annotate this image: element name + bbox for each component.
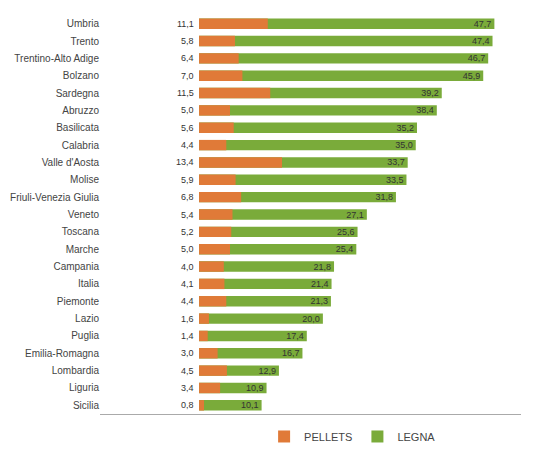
- svg-text:10,1: 10,1: [241, 400, 259, 410]
- svg-text:47,4: 47,4: [472, 36, 490, 46]
- svg-text:11,5: 11,5: [177, 88, 194, 98]
- svg-text:Campania: Campania: [53, 261, 99, 272]
- svg-text:21,4: 21,4: [311, 279, 329, 289]
- svg-text:Veneto: Veneto: [68, 209, 100, 220]
- svg-text:33,7: 33,7: [387, 157, 405, 167]
- svg-text:Umbria: Umbria: [67, 18, 100, 29]
- svg-text:4,0: 4,0: [181, 262, 194, 272]
- svg-text:35,2: 35,2: [396, 123, 414, 133]
- svg-text:Bolzano: Bolzano: [63, 70, 100, 81]
- svg-text:5,0: 5,0: [181, 105, 194, 115]
- svg-text:4,4: 4,4: [181, 296, 194, 306]
- svg-text:6,8: 6,8: [181, 192, 194, 202]
- svg-text:Sicilia: Sicilia: [73, 400, 100, 411]
- svg-text:Lombardia: Lombardia: [52, 365, 100, 376]
- svg-text:Valle d'Aosta: Valle d'Aosta: [42, 157, 100, 168]
- svg-text:6,4: 6,4: [181, 53, 194, 63]
- svg-text:Trento: Trento: [70, 36, 99, 47]
- svg-text:Calabria: Calabria: [62, 140, 100, 151]
- svg-text:21,3: 21,3: [310, 296, 328, 306]
- svg-text:27,1: 27,1: [346, 210, 364, 220]
- svg-text:5,2: 5,2: [181, 227, 194, 237]
- svg-text:Friuli-Venezia Giulia: Friuli-Venezia Giulia: [10, 192, 99, 203]
- svg-text:33,5: 33,5: [386, 175, 404, 185]
- svg-text:Trentino-Alto Adige: Trentino-Alto Adige: [14, 53, 99, 64]
- svg-text:Abruzzo: Abruzzo: [62, 105, 99, 116]
- svg-text:3,4: 3,4: [181, 383, 194, 393]
- svg-text:0,8: 0,8: [181, 400, 194, 410]
- svg-text:Piemonte: Piemonte: [57, 296, 100, 307]
- svg-text:20,0: 20,0: [302, 314, 320, 324]
- svg-text:25,4: 25,4: [336, 244, 354, 254]
- svg-text:39,2: 39,2: [421, 88, 439, 98]
- svg-text:Sardegna: Sardegna: [56, 88, 100, 99]
- svg-text:4,4: 4,4: [181, 140, 194, 150]
- svg-text:4,5: 4,5: [181, 366, 194, 376]
- svg-text:Basilicata: Basilicata: [56, 122, 99, 133]
- svg-text:21,8: 21,8: [313, 262, 331, 272]
- svg-text:31,8: 31,8: [375, 192, 393, 202]
- svg-text:LEGNA: LEGNA: [397, 431, 435, 443]
- svg-text:11,1: 11,1: [177, 19, 194, 29]
- svg-text:1,6: 1,6: [181, 314, 194, 324]
- svg-text:Liguria: Liguria: [69, 382, 99, 393]
- svg-text:5,6: 5,6: [181, 123, 194, 133]
- svg-text:1,4: 1,4: [181, 331, 194, 341]
- svg-text:25,6: 25,6: [337, 227, 355, 237]
- svg-text:47,7: 47,7: [474, 19, 492, 29]
- svg-text:13,4: 13,4: [176, 157, 194, 167]
- svg-text:Italia: Italia: [78, 278, 100, 289]
- svg-text:PELLETS: PELLETS: [304, 431, 352, 443]
- svg-text:35,0: 35,0: [395, 140, 413, 150]
- svg-text:46,7: 46,7: [468, 53, 486, 63]
- svg-text:5,8: 5,8: [181, 36, 194, 46]
- svg-text:Puglia: Puglia: [71, 330, 99, 341]
- svg-text:45,9: 45,9: [463, 71, 481, 81]
- svg-text:38,4: 38,4: [416, 105, 434, 115]
- svg-text:16,7: 16,7: [282, 348, 300, 358]
- svg-text:12,9: 12,9: [258, 366, 276, 376]
- svg-text:17,4: 17,4: [286, 331, 304, 341]
- svg-text:4,1: 4,1: [181, 279, 194, 289]
- svg-text:Molise: Molise: [70, 174, 99, 185]
- svg-text:Toscana: Toscana: [62, 226, 100, 237]
- svg-text:3,0: 3,0: [181, 348, 194, 358]
- svg-text:7,0: 7,0: [181, 71, 194, 81]
- svg-text:5,0: 5,0: [181, 244, 194, 254]
- svg-text:Lazio: Lazio: [75, 313, 99, 324]
- svg-text:5,9: 5,9: [181, 175, 194, 185]
- svg-text:10,9: 10,9: [246, 383, 264, 393]
- svg-text:Marche: Marche: [66, 244, 100, 255]
- svg-text:5,4: 5,4: [181, 210, 194, 220]
- svg-text:Emilia-Romagna: Emilia-Romagna: [25, 348, 99, 359]
